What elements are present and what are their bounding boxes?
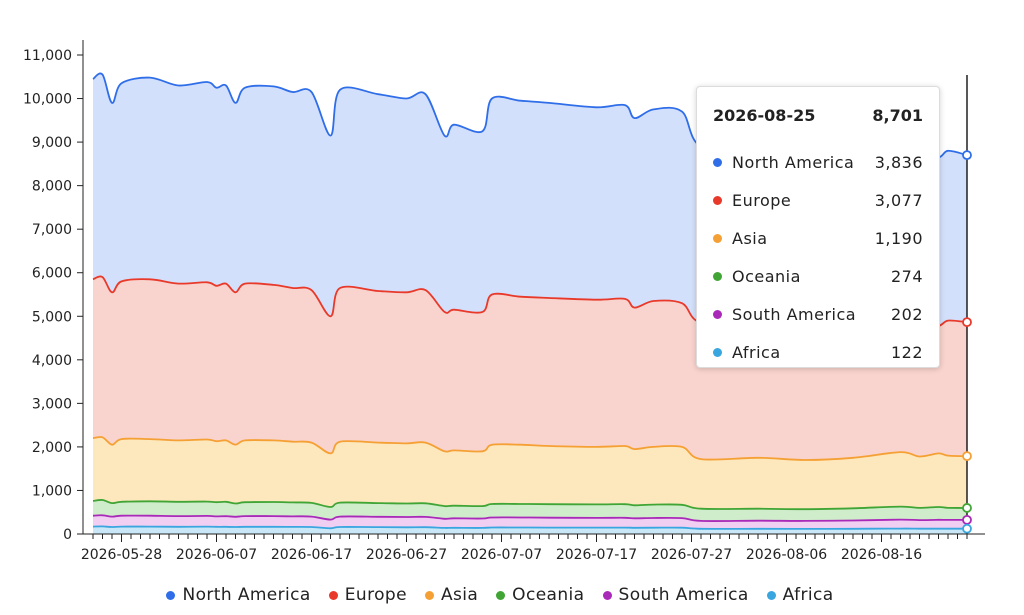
x-tick-label: 2026-06-27 xyxy=(366,547,447,563)
y-axis: 0 1,000 2,000 3,000 4,000 5,000 6,000 7,000 8,00… xyxy=(23,40,84,543)
tooltip-row: Oceania 274 xyxy=(713,257,923,295)
x-tick-label: 2026-08-16 xyxy=(841,547,922,563)
tooltip-dot xyxy=(713,271,722,281)
tooltip-row: Africa 122 xyxy=(713,333,923,371)
tooltip-series-name: Africa xyxy=(732,342,781,362)
tooltip-dot xyxy=(713,157,722,167)
tooltip-total: 8,701 xyxy=(872,105,923,125)
line-asia xyxy=(92,436,968,461)
x-axis: 2026-05-28 2026-06-07 2026-06-17 2026-06-27… xyxy=(81,533,985,563)
area-south-america xyxy=(93,515,967,529)
x-tick-label: 2026-08-06 xyxy=(746,547,827,563)
legend-item[interactable]: Africa xyxy=(766,585,834,605)
legend-item[interactable]: Oceania xyxy=(496,585,584,605)
hover-marker-oceania xyxy=(962,503,972,513)
tooltip-series-value: 122 xyxy=(890,342,923,362)
tooltip-rows: North America 3,836 Europe 3,077 Asia 1,190 Oc… xyxy=(713,143,923,371)
tooltip-series-value: 1,190 xyxy=(874,228,923,248)
y-tick-label: 10,000 xyxy=(23,92,72,108)
legend-label: Europe xyxy=(344,585,407,605)
hover-marker-south-america xyxy=(962,514,972,525)
legend-item[interactable]: South America xyxy=(602,585,749,605)
hover-marker-europe xyxy=(962,317,972,328)
legend-item[interactable]: North America xyxy=(166,585,310,605)
y-tick-label: 8,000 xyxy=(32,179,72,195)
tooltip: 2026-08-25 8,701 North America 3,836 Europ… xyxy=(696,86,940,368)
legend-item[interactable]: Asia xyxy=(424,585,479,605)
area-europe xyxy=(93,276,967,460)
x-tick-label: 2026-07-27 xyxy=(651,547,732,563)
tooltip-row: Asia 1,190 xyxy=(713,219,923,257)
hover-marker-north-america xyxy=(962,150,972,161)
x-tick-label: 2026-07-17 xyxy=(556,547,637,563)
tooltip-series-name: Asia xyxy=(732,228,768,248)
tooltip-row: Europe 3,077 xyxy=(713,181,923,219)
legend-dot xyxy=(328,590,338,600)
legend-label: Oceania xyxy=(512,585,585,605)
y-tick-label: 5,000 xyxy=(32,309,72,325)
y-tick-label: 4,000 xyxy=(32,353,72,369)
legend: North America Europe Asia Oceania South Amer… xyxy=(0,585,1000,605)
x-tick-label: 2026-06-07 xyxy=(176,547,257,563)
y-tick-label: 1,000 xyxy=(32,483,72,499)
legend-dot xyxy=(766,590,776,600)
tooltip-series-name: South America xyxy=(732,304,857,324)
legend-item[interactable]: Europe xyxy=(328,585,407,605)
tooltip-dot xyxy=(713,347,722,357)
tooltip-series-name: Oceania xyxy=(732,266,801,286)
y-tick-label: 11,000 xyxy=(23,48,72,64)
legend-dot xyxy=(496,590,506,600)
x-tick-label: 2026-05-28 xyxy=(81,547,162,563)
legend-dot xyxy=(602,590,612,600)
tooltip-series-value: 3,836 xyxy=(874,152,923,172)
tooltip-series-value: 202 xyxy=(890,304,923,324)
tooltip-series-name: North America xyxy=(732,152,855,172)
tooltip-series-value: 3,077 xyxy=(874,190,923,210)
tooltip-row: South America 202 xyxy=(713,295,923,333)
y-tick-label: 3,000 xyxy=(32,396,72,412)
y-tick-label: 2,000 xyxy=(32,440,72,456)
tooltip-dot xyxy=(713,195,722,205)
legend-label: South America xyxy=(618,585,749,605)
tooltip-series-name: Europe xyxy=(732,190,792,210)
legend-label: Asia xyxy=(440,585,479,605)
tooltip-dot xyxy=(713,233,722,243)
tooltip-date: 2026-08-25 xyxy=(713,105,816,125)
y-tick-label: 7,000 xyxy=(32,222,72,238)
x-tick-label: 2026-07-07 xyxy=(461,547,542,563)
x-tick-label: 2026-06-17 xyxy=(271,547,352,563)
tooltip-dot xyxy=(713,309,722,319)
tooltip-series-value: 274 xyxy=(890,266,923,286)
hover-marker-africa xyxy=(962,523,972,534)
area-africa xyxy=(93,526,967,534)
line-south-america xyxy=(92,514,967,522)
y-tick-label: 0 xyxy=(63,527,72,543)
legend-label: North America xyxy=(182,585,311,605)
legend-dot xyxy=(166,590,176,600)
area-asia xyxy=(93,436,967,510)
y-tick-label: 6,000 xyxy=(32,266,72,282)
line-oceania xyxy=(92,499,968,511)
hover-indicator xyxy=(962,75,972,534)
line-africa xyxy=(92,525,967,530)
tooltip-row: North America 3,836 xyxy=(713,143,923,181)
legend-dot xyxy=(424,590,434,600)
legend-label: Africa xyxy=(782,585,834,605)
hover-marker-asia xyxy=(962,451,972,462)
tooltip-header: 2026-08-25 8,701 xyxy=(713,87,923,143)
y-tick-label: 9,000 xyxy=(32,135,72,151)
